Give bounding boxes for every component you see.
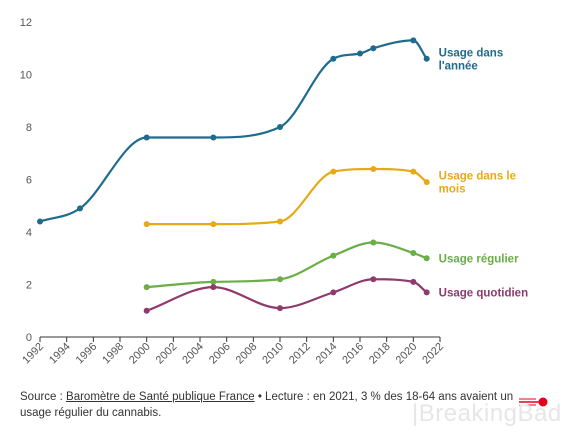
y-tick-label: 6 <box>26 175 32 187</box>
series-line <box>38 39 428 223</box>
data-point <box>330 289 337 296</box>
data-point <box>37 218 43 225</box>
x-tick-label: 2018 <box>367 341 393 367</box>
data-point <box>410 278 417 285</box>
y-axis-ticks: 0 2 4 6 8 10 12 <box>20 17 32 344</box>
x-tick-label: 2002 <box>154 341 180 367</box>
data-point <box>410 168 417 175</box>
data-point <box>410 37 417 44</box>
y-tick-label: 8 <box>26 122 32 134</box>
data-point <box>370 45 377 52</box>
x-tick-label: 2008 <box>234 341 260 367</box>
caption-separator: • <box>254 391 266 403</box>
series-label: Usage dans <box>439 47 504 59</box>
series-label: Usage dans le <box>439 171 516 183</box>
x-tick-label: 1998 <box>100 341 126 367</box>
series-label: l'année <box>439 60 478 72</box>
series-line <box>145 167 428 226</box>
x-tick-label: 2004 <box>180 341 206 367</box>
data-point <box>423 255 430 262</box>
data-point <box>277 218 283 225</box>
data-point <box>330 252 337 259</box>
data-point <box>277 305 283 312</box>
data-point <box>277 276 283 283</box>
data-point <box>330 168 337 175</box>
data-point <box>143 284 150 291</box>
data-point <box>357 50 363 57</box>
x-tick-label: 2022 <box>420 341 446 367</box>
x-tick-label: 2012 <box>287 341 313 367</box>
lecture-text: Lecture : en 2021, 3 % des 18-64 ans ava… <box>20 391 514 419</box>
y-tick-label: 12 <box>20 17 32 29</box>
data-point <box>143 221 150 228</box>
chart-caption: Source : Baromètre de Santé publique Fra… <box>20 389 520 421</box>
series-label: Usage régulier <box>439 253 519 265</box>
y-tick-label: 4 <box>26 227 32 239</box>
data-point <box>210 221 217 228</box>
x-tick-label: 2020 <box>394 341 420 367</box>
data-point <box>370 239 377 246</box>
x-tick-label: 1996 <box>74 341 100 367</box>
data-point <box>210 284 217 291</box>
series-lines <box>38 39 428 312</box>
data-point <box>423 289 430 296</box>
source-link[interactable]: Baromètre de Santé publique France <box>66 391 255 403</box>
x-tick-label: 1994 <box>47 341 73 367</box>
data-point <box>143 307 150 314</box>
y-tick-label: 10 <box>20 70 32 82</box>
ouest-france-logo <box>518 397 548 407</box>
x-axis: 1992 1994 1996 1998 2000 2002 2004 2006 2008 2010… <box>20 336 446 367</box>
watermark-text: |BreakingBad <box>412 400 562 427</box>
data-point <box>370 166 377 172</box>
y-tick-label: 0 <box>26 332 32 344</box>
data-point <box>210 134 217 141</box>
series-points <box>37 37 430 314</box>
series-label: Usage quotidien <box>439 287 528 299</box>
data-point <box>370 276 377 283</box>
x-tick-label: 2010 <box>260 341 286 367</box>
x-tick-label: 2014 <box>314 341 340 367</box>
data-point <box>423 179 430 186</box>
y-tick-label: 2 <box>26 280 32 292</box>
data-point <box>143 134 150 141</box>
x-tick-label: 1992 <box>20 341 46 367</box>
source-prefix: Source : <box>20 391 67 403</box>
x-tick-label: 2006 <box>207 341 233 367</box>
series-label: mois <box>439 184 466 196</box>
data-point <box>423 55 430 62</box>
data-point <box>277 124 283 130</box>
x-tick-label: 2000 <box>127 341 153 367</box>
data-point <box>410 250 417 256</box>
data-point <box>77 205 83 212</box>
x-tick-label: 2016 <box>340 341 366 367</box>
data-point <box>210 278 217 285</box>
data-point <box>330 55 337 62</box>
